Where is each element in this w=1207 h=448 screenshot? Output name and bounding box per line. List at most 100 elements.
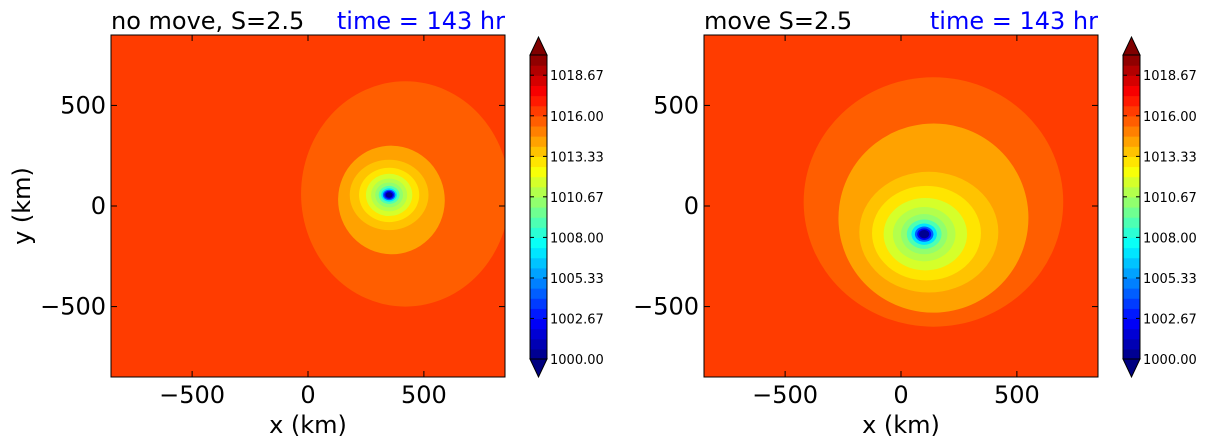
x-tick-label: 500 [401, 381, 447, 409]
time-annotation: time = 143 hr [337, 7, 505, 35]
colorbar-band [1123, 186, 1140, 198]
colorbar-band [1123, 176, 1140, 188]
colorbar-band [1123, 146, 1140, 157]
contour-region [919, 229, 930, 239]
colorbar-extend-max [529, 35, 548, 56]
colorbar-band [530, 85, 547, 97]
y-tick-label: 500 [653, 91, 699, 119]
colorbar-band [530, 207, 547, 218]
colorbar-tick-label: 1008.00 [1143, 231, 1197, 246]
colorbar-band [530, 217, 547, 228]
colorbar-band [530, 247, 547, 259]
colorbar-band [530, 227, 547, 238]
colorbar-band [1123, 308, 1140, 320]
colorbar-band [530, 136, 547, 147]
colorbar-band [1123, 217, 1140, 228]
colorbar-band [530, 308, 547, 320]
colorbar-tick-label: 1005.33 [1143, 272, 1197, 287]
colorbar-tick-label: 1002.67 [550, 312, 604, 327]
colorbar-band [1123, 115, 1140, 127]
colorbar-band [1123, 207, 1140, 218]
colorbar-band [1123, 277, 1140, 289]
colorbar-tick-label: 1008.00 [550, 231, 604, 246]
colorbar-band [1123, 247, 1140, 259]
colorbar-band [1123, 136, 1140, 147]
y-tick-label: −500 [40, 293, 106, 321]
colorbar-band [1123, 338, 1140, 350]
contour-region [385, 192, 393, 198]
panel-title: move S=2.5 [704, 7, 852, 35]
time-annotation: time = 143 hr [930, 7, 1098, 35]
colorbar-band [1123, 65, 1140, 76]
colorbar-tick-label: 1018.67 [550, 69, 604, 84]
colorbar: 1018.67 1016.00 1013.33 1010.67 1008.00 1005.… [529, 35, 604, 379]
colorbar-band [530, 196, 547, 208]
contour-plot [704, 35, 1098, 377]
colorbar-band [530, 105, 547, 117]
y-tick-label: 0 [684, 192, 699, 220]
colorbar-band [530, 318, 547, 330]
colorbar-band [1123, 267, 1140, 279]
colorbar-band [530, 267, 547, 279]
colorbar-extend-max [1122, 35, 1141, 56]
colorbar-tick-label: 1010.67 [550, 191, 604, 206]
colorbar-tick-label: 1000.00 [1143, 353, 1197, 368]
colorbar-band [1123, 288, 1140, 299]
colorbar-band [530, 328, 547, 340]
colorbar-band [1123, 257, 1140, 269]
colorbar-tick-label: 1005.33 [550, 272, 604, 287]
colorbar-band [530, 55, 547, 66]
colorbar-band [1123, 298, 1140, 309]
colorbar-band [530, 288, 547, 299]
colorbar-band [530, 257, 547, 269]
colorbar-frame [1122, 54, 1141, 360]
colorbar-band [1123, 328, 1140, 340]
colorbar-tick-label: 1016.00 [550, 110, 604, 125]
colorbar-band [530, 125, 547, 137]
colorbar-band [530, 237, 547, 249]
axis-ticks: −500 0 500 500 0 −500 [40, 35, 505, 409]
y-tick-label: −500 [633, 293, 699, 321]
colorbar-band [1123, 348, 1140, 360]
y-tick-label: 500 [60, 91, 106, 119]
colorbar-band [530, 348, 547, 360]
colorbar-band [1123, 95, 1140, 107]
colorbar: 1018.67 1016.00 1013.33 1010.67 1008.00 1005.… [1122, 35, 1197, 379]
x-axis-label: x (km) [862, 411, 940, 439]
panel-no-move: no move, S=2.5 time = 143 hr −500 0 500 500… [8, 7, 604, 439]
colorbar-band [530, 277, 547, 289]
colorbar-band [530, 166, 547, 178]
colorbar-band [530, 95, 547, 107]
colorbar-tick-label: 1002.67 [1143, 312, 1197, 327]
colorbar-band [1123, 55, 1140, 66]
x-tick-label: −500 [159, 381, 225, 409]
colorbar-band [530, 298, 547, 309]
colorbar-band [530, 176, 547, 188]
panel-move: move S=2.5 time = 143 hr −500 0 5005000−50… [633, 7, 1197, 439]
colorbar-tick-label: 1010.67 [1143, 191, 1197, 206]
colorbar-tick-label: 1018.67 [1143, 69, 1197, 84]
colorbar-band [530, 115, 547, 127]
colorbar-band [530, 186, 547, 198]
colorbar-band [1123, 318, 1140, 330]
colorbar-tick-label: 1013.33 [550, 150, 604, 165]
colorbar-tick-label: 1000.00 [550, 353, 604, 368]
x-axis-label: x (km) [269, 411, 347, 439]
colorbar-band [530, 75, 547, 86]
x-tick-label: 500 [994, 381, 1040, 409]
y-tick-label: 0 [91, 192, 106, 220]
colorbar-band [530, 146, 547, 157]
colorbar-extend-min [529, 358, 548, 379]
x-tick-label: −500 [752, 381, 818, 409]
colorbar-band [1123, 237, 1140, 249]
colorbar-band [530, 338, 547, 350]
colorbar-band [1123, 75, 1140, 86]
colorbar-band [1123, 166, 1140, 178]
colorbar-band [1123, 227, 1140, 238]
colorbar-band [1123, 125, 1140, 137]
axis-ticks: −500 0 500 500 0 −500 [633, 35, 1098, 409]
x-tick-label: 0 [300, 381, 315, 409]
colorbar-tick-label: 1013.33 [1143, 150, 1197, 165]
colorbar-band [1123, 156, 1140, 168]
